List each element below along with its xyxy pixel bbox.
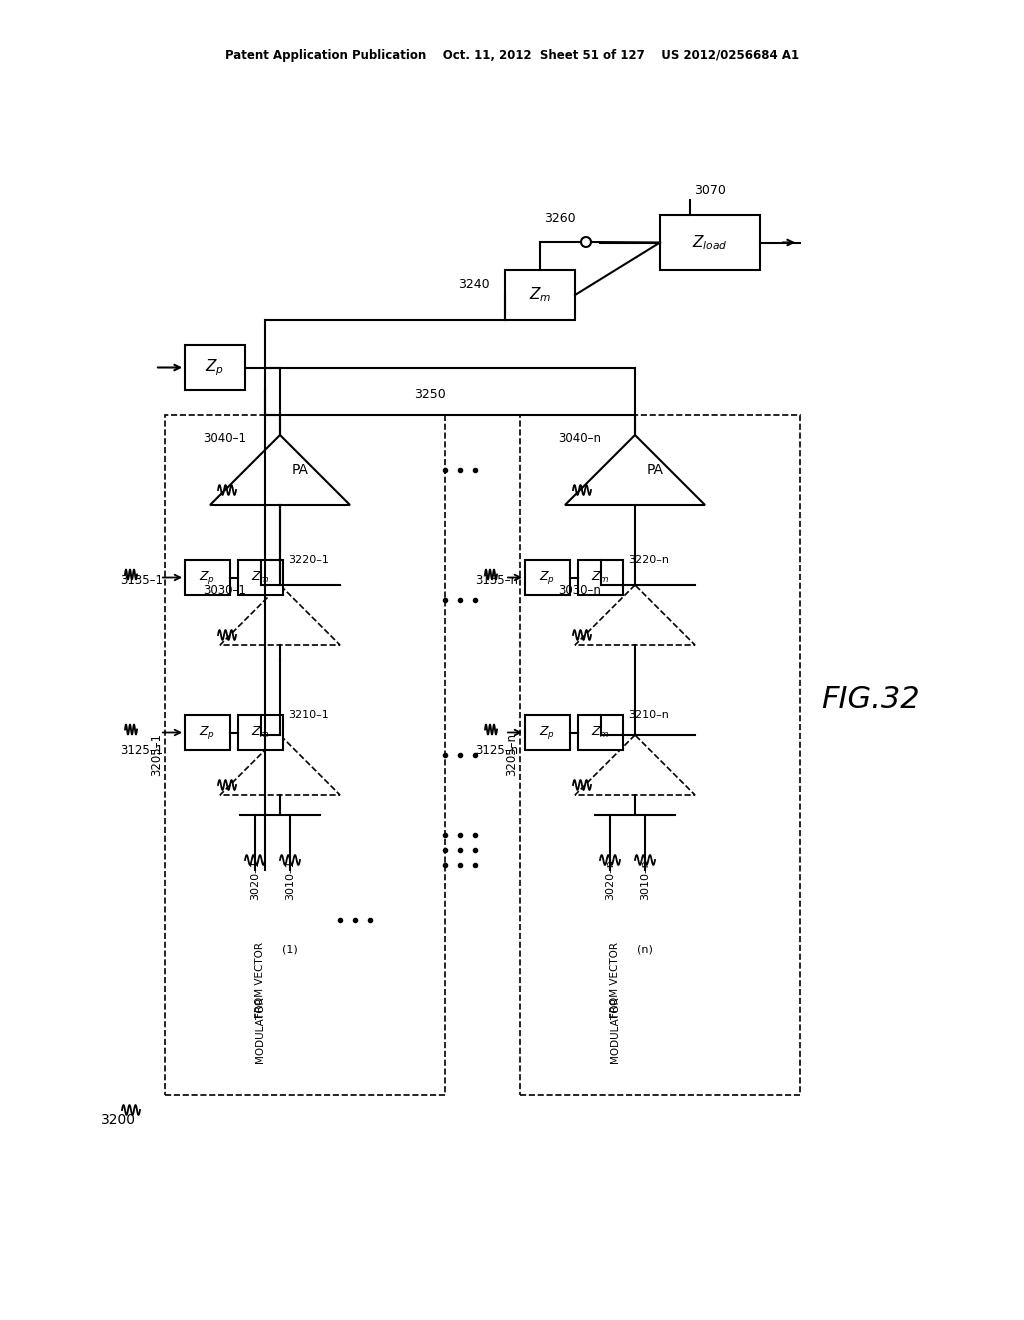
Bar — [185, 560, 230, 595]
Text: 3040–n: 3040–n — [558, 432, 601, 445]
Text: $Z_{load}$: $Z_{load}$ — [692, 234, 728, 252]
Polygon shape — [575, 735, 695, 795]
Text: $Z_m$: $Z_m$ — [251, 725, 270, 741]
Text: FROM VECTOR: FROM VECTOR — [255, 942, 265, 1018]
Text: 3205–1: 3205–1 — [150, 734, 163, 776]
Text: PA: PA — [292, 463, 308, 477]
Text: 3020–1: 3020–1 — [250, 859, 260, 900]
Bar — [660, 215, 760, 271]
Bar — [185, 715, 230, 750]
Bar — [520, 414, 800, 1096]
Text: FIG.32: FIG.32 — [820, 685, 920, 714]
Polygon shape — [220, 735, 340, 795]
Text: 3030–n: 3030–n — [558, 583, 601, 597]
Text: 3020–n: 3020–n — [605, 859, 615, 900]
Polygon shape — [220, 585, 340, 645]
Text: $Z_p$: $Z_p$ — [206, 358, 224, 378]
Bar — [525, 715, 570, 750]
Text: 3210–1: 3210–1 — [288, 710, 329, 719]
Text: (1): (1) — [283, 945, 298, 954]
Bar — [525, 560, 570, 595]
Bar — [238, 560, 283, 595]
Polygon shape — [565, 436, 705, 506]
Text: 3125–1: 3125–1 — [120, 743, 163, 756]
Text: 3010–1: 3010–1 — [285, 859, 295, 900]
Bar — [578, 715, 623, 750]
Bar — [185, 345, 245, 389]
Text: $Z_p$: $Z_p$ — [200, 569, 215, 586]
Bar — [165, 414, 445, 1096]
Text: MODULATOR: MODULATOR — [255, 997, 265, 1064]
Text: 3210–n: 3210–n — [628, 710, 669, 719]
Text: 3250: 3250 — [414, 388, 445, 401]
Text: $Z_p$: $Z_p$ — [540, 569, 555, 586]
Text: 3040–1: 3040–1 — [204, 432, 247, 445]
Text: 3125–n: 3125–n — [475, 743, 518, 756]
Text: 3220–1: 3220–1 — [288, 554, 329, 565]
Text: 3220–n: 3220–n — [628, 554, 669, 565]
Bar — [238, 715, 283, 750]
Text: 3135–1: 3135–1 — [120, 573, 163, 586]
Text: $Z_p$: $Z_p$ — [200, 723, 215, 741]
Text: 3200: 3200 — [100, 1113, 135, 1127]
Text: $Z_m$: $Z_m$ — [251, 570, 270, 585]
Text: 3030–1: 3030–1 — [204, 583, 247, 597]
Text: 3205–n: 3205–n — [505, 734, 518, 776]
Text: Patent Application Publication    Oct. 11, 2012  Sheet 51 of 127    US 2012/0256: Patent Application Publication Oct. 11, … — [225, 49, 799, 62]
Polygon shape — [575, 585, 695, 645]
Text: FROM VECTOR: FROM VECTOR — [610, 942, 620, 1018]
Text: $Z_m$: $Z_m$ — [591, 570, 610, 585]
Text: PA: PA — [646, 463, 664, 477]
Text: 3135–n: 3135–n — [475, 573, 518, 586]
Text: (n): (n) — [637, 945, 653, 954]
Text: 3010–n: 3010–n — [640, 859, 650, 900]
Polygon shape — [210, 436, 350, 506]
Text: $Z_m$: $Z_m$ — [591, 725, 610, 741]
Text: 3070: 3070 — [694, 183, 726, 197]
Text: MODULATOR: MODULATOR — [610, 997, 620, 1064]
Bar — [505, 271, 575, 319]
Text: $Z_p$: $Z_p$ — [540, 723, 555, 741]
Text: $Z_m$: $Z_m$ — [528, 285, 551, 305]
Text: 3240: 3240 — [459, 279, 490, 292]
Bar — [578, 560, 623, 595]
Text: 3260: 3260 — [544, 211, 575, 224]
